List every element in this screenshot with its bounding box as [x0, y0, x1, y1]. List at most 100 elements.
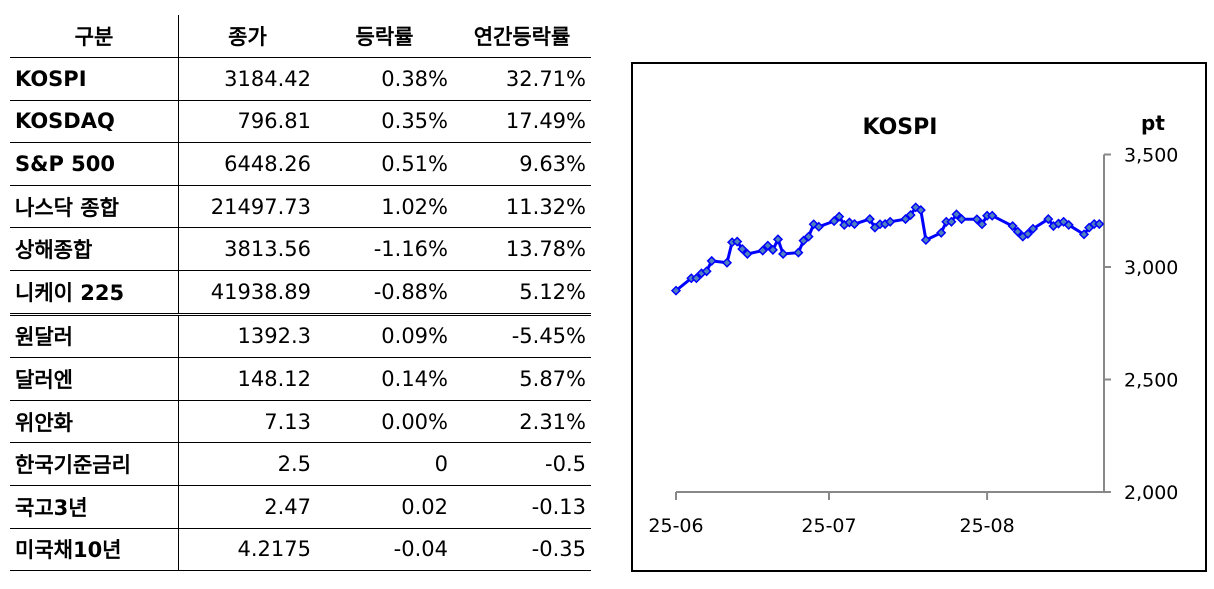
change-value: 0.09% [316, 314, 453, 359]
data-point [767, 244, 778, 255]
y-tick-label: 2,000 [1124, 482, 1178, 504]
kospi-chart: KOSPI pt 2,000 2,500 3,000 3,500 25-06 25-07 25-… [631, 62, 1207, 572]
data-point [1078, 229, 1090, 240]
header-close: 종가 [178, 15, 316, 58]
data-point [1043, 214, 1054, 225]
ytd-change-value: -5.45% [453, 314, 591, 359]
change-value: -0.88% [316, 270, 453, 316]
data-point [1094, 218, 1105, 230]
data-point [864, 214, 875, 225]
x-tick-label: 25-08 [959, 515, 1014, 537]
ytd-change-value: -0.13 [453, 485, 591, 529]
header-ytd-change: 연간등락률 [453, 15, 591, 58]
data-point [778, 248, 789, 260]
row-label: 상해종합 [10, 227, 179, 271]
table-row: S&P 500 6448.26 0.51% 9.63% [10, 142, 591, 186]
data-point [706, 255, 717, 266]
ytd-change-value: 11.32% [453, 185, 591, 229]
ytd-change-value: 5.87% [453, 357, 591, 401]
change-value: 0.14% [316, 357, 453, 401]
y-tick-label: 3,500 [1124, 145, 1178, 167]
data-point [1063, 219, 1074, 230]
row-label: 미국채10년 [10, 528, 179, 572]
data-point [762, 240, 773, 251]
data-point [971, 214, 982, 225]
data-point [803, 231, 814, 242]
close-value: 41938.89 [178, 270, 316, 316]
chart-title: KOSPI [863, 115, 938, 140]
market-table: 구분 종가 등락률 연간등락률 KOSPI 3184.42 0.38% 32.71% K… [10, 15, 591, 572]
row-label: 원달러 [10, 314, 179, 359]
data-point [905, 209, 916, 221]
data-point [691, 273, 702, 284]
row-label: 위안화 [10, 400, 179, 444]
close-value: 6448.26 [178, 142, 316, 186]
table-header: 구분 종가 등락률 연간등락률 [10, 15, 591, 58]
change-value: 1.02% [316, 185, 453, 229]
data-point [670, 285, 682, 296]
header-change: 등락률 [316, 15, 453, 58]
close-value: 1392.3 [178, 314, 316, 359]
ytd-change-value: 5.12% [453, 270, 591, 316]
data-point [732, 236, 743, 247]
ytd-change-value: 9.63% [453, 142, 591, 186]
close-value: 148.12 [178, 357, 316, 401]
table-row: 달러엔 148.12 0.14% 5.87% [10, 357, 591, 401]
data-point [976, 219, 988, 230]
close-value: 2.47 [178, 485, 316, 529]
table-row: KOSDAQ 796.81 0.35% 17.49% [10, 100, 591, 144]
data-point [834, 211, 845, 222]
row-label: 니케이 225 [10, 270, 179, 316]
close-value: 2.5 [178, 442, 316, 486]
data-point [1027, 223, 1039, 234]
change-value: 0.38% [316, 57, 453, 101]
data-point [793, 247, 804, 258]
close-value: 4.2175 [178, 528, 316, 572]
data-point [813, 221, 824, 232]
change-value: 0.35% [316, 100, 453, 144]
y-axis-label: pt [1141, 111, 1165, 135]
y-tick-label: 3,000 [1124, 257, 1178, 279]
table-row: 국고3년 2.47 0.02 -0.13 [10, 485, 591, 529]
row-label: S&P 500 [10, 142, 179, 186]
change-value: 0.00% [316, 400, 453, 444]
data-point [936, 227, 947, 238]
ytd-change-value: 2.31% [453, 400, 591, 444]
table-row: 원달러 1392.3 0.09% -5.45% [10, 314, 591, 359]
data-point [757, 245, 768, 256]
row-label: 국고3년 [10, 485, 179, 529]
close-value: 796.81 [178, 100, 316, 144]
data-point [920, 234, 931, 246]
close-value: 3813.56 [178, 227, 316, 271]
data-point [1022, 228, 1033, 239]
data-point [1012, 226, 1023, 237]
row-label: KOSDAQ [10, 100, 179, 144]
table-row: 미국채10년 4.2175 -0.04 -0.35 [10, 528, 591, 572]
row-label: 나스닥 종합 [10, 185, 179, 229]
change-value: 0 [316, 442, 453, 486]
data-point [915, 205, 926, 216]
ytd-change-value: -0.35 [453, 528, 591, 572]
close-value: 21497.73 [178, 185, 316, 229]
change-value: -1.16% [316, 227, 453, 271]
close-value: 3184.42 [178, 57, 316, 101]
x-tick-label: 25-07 [801, 515, 856, 537]
data-point [742, 248, 753, 260]
data-point [849, 218, 860, 230]
table-row: KOSPI 3184.42 0.38% 32.71% [10, 57, 591, 101]
close-value: 7.13 [178, 400, 316, 444]
row-label: 달러엔 [10, 357, 179, 401]
data-point [987, 210, 998, 221]
table-row: 나스닥 종합 21497.73 1.02% 11.32% [10, 185, 591, 229]
table-row: 한국기준금리 2.5 0 -0.5 [10, 442, 591, 486]
data-point [951, 209, 962, 220]
y-tick-label: 2,500 [1124, 370, 1178, 392]
data-point [946, 216, 957, 227]
data-point [721, 257, 733, 268]
ytd-change-value: 17.49% [453, 100, 591, 144]
data-point [829, 216, 840, 227]
data-point [772, 234, 784, 245]
data-point [956, 214, 967, 225]
ytd-change-value: 32.71% [453, 57, 591, 101]
row-label: 한국기준금리 [10, 442, 179, 486]
